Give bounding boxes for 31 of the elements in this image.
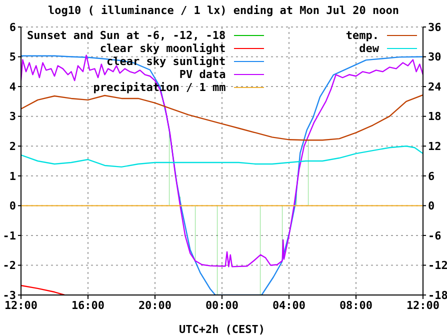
x-tick-label: 04:00 — [272, 298, 306, 312]
y2-tick-label: 24 — [428, 80, 442, 94]
y-tick-label: 6 — [9, 20, 16, 34]
y-tick-label: -1 — [2, 229, 16, 242]
chart-title: log10 ( illuminance / 1 lx) ending at Mon Jul 20 noon — [47, 4, 400, 17]
legend-label: clear sky moonlight — [100, 42, 226, 55]
y-tick-label: 5 — [9, 50, 16, 64]
y2-tick-label: 18 — [428, 110, 442, 124]
y-tick-label: 1 — [9, 170, 16, 183]
y2-tick-label: -6 — [428, 229, 442, 242]
y-tick-label: 2 — [9, 140, 16, 154]
x-tick-label: 00:00 — [205, 298, 239, 312]
y2-tick-label: 36 — [428, 20, 442, 34]
y-tick-label: 4 — [9, 80, 16, 94]
y-tick-label: -2 — [2, 259, 16, 272]
y2-tick-label: 0 — [428, 200, 435, 213]
x-tick-label: 08:00 — [339, 298, 373, 312]
legend-label: Sunset and Sun at -6, -12, -18 — [27, 29, 226, 42]
y-tick-label: 3 — [9, 110, 16, 124]
y2-tick-label: 6 — [428, 170, 435, 183]
legend-label: temp. — [346, 29, 379, 42]
line-series — [21, 94, 423, 141]
legend-label: PV data — [179, 68, 226, 81]
y2-tick-label: 30 — [428, 50, 442, 64]
y2-tick-label: 12 — [428, 140, 442, 154]
y2-tick-label: -12 — [428, 259, 447, 272]
x-tick-label: 16:00 — [71, 298, 105, 312]
x-axis-title: UTC+2h (CEST) — [178, 323, 266, 335]
legend-label: dew — [359, 42, 379, 55]
x-tick-label: 20:00 — [138, 298, 172, 312]
y-tick-label: 0 — [9, 200, 16, 213]
